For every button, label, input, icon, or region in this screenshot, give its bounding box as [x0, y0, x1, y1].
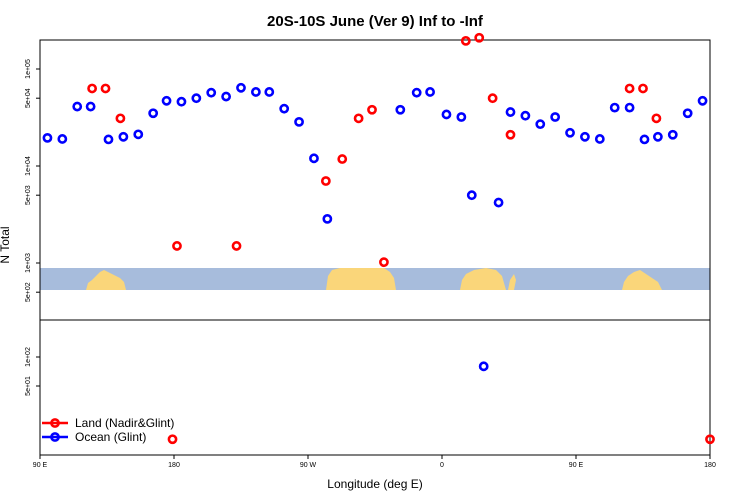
x-tick-label: 90 W: [300, 462, 317, 469]
ocean-point: [133, 129, 144, 140]
ocean-point: [478, 361, 489, 372]
y-tick-label: 5e+03: [25, 185, 32, 205]
y-axis-label: N Total: [0, 226, 12, 263]
x-axis: 90 E 180 90 W 0 90 E 180: [33, 455, 716, 469]
land-point: [379, 257, 389, 268]
ocean-point: [221, 91, 232, 102]
land-shape: [326, 268, 396, 290]
ocean-point: [639, 134, 650, 145]
land-point: [353, 113, 364, 124]
ocean-point: [441, 109, 452, 120]
y-tick-label: 5e+02: [25, 282, 32, 302]
ocean-point: [264, 87, 275, 97]
ocean-point: [425, 87, 435, 97]
x-tick-label: 180: [168, 462, 180, 469]
land-point: [651, 113, 662, 124]
ocean-point: [535, 119, 546, 130]
ocean-point: [42, 132, 53, 143]
ocean-point: [624, 102, 635, 113]
ocean-point: [250, 87, 261, 97]
y-tick-label: 1e+03: [25, 253, 32, 273]
land-point: [115, 113, 126, 124]
x-tick-label: 0: [440, 462, 444, 469]
legend-label: Ocean (Glint): [75, 430, 146, 444]
ocean-point: [550, 112, 561, 122]
ocean-point: [652, 131, 663, 142]
legend-label: Land (Nadir&Glint): [75, 416, 174, 430]
land-point: [337, 154, 348, 164]
land-point: [231, 241, 242, 251]
y-tick-label: 5e+01: [25, 376, 32, 396]
ocean-point: [322, 213, 333, 224]
land-point: [87, 83, 98, 94]
ocean-point: [118, 131, 129, 142]
y-tick-label: 1e+05: [25, 59, 32, 79]
legend-marker: [50, 432, 60, 442]
land-point: [474, 32, 485, 43]
ocean-point: [682, 108, 693, 119]
land-point: [624, 83, 635, 94]
ocean-point: [279, 103, 290, 114]
land-shape: [460, 268, 506, 290]
ocean-point: [594, 134, 605, 144]
land-point: [705, 434, 715, 445]
land-point: [167, 434, 178, 445]
ocean-point: [57, 134, 68, 144]
land-point: [172, 241, 182, 251]
ocean-point: [72, 101, 83, 112]
ocean-point: [176, 96, 187, 107]
ocean-point: [456, 112, 467, 122]
lower-panel-frame: [39, 319, 711, 456]
ocean-point: [85, 101, 96, 112]
land-point: [460, 35, 471, 46]
ocean-point: [191, 93, 202, 104]
ocean-point: [697, 95, 708, 106]
ocean-point: [309, 153, 319, 164]
land-shape: [622, 270, 662, 290]
ocean-point: [520, 110, 531, 121]
y-axis: 5e+02 1e+03 5e+03 1e+04 5e+04 1e+05 5e+01 1e+02: [25, 59, 40, 396]
legend-marker: [50, 418, 60, 428]
ocean-point: [236, 82, 246, 93]
land-point: [367, 104, 377, 115]
ocean-point: [411, 87, 422, 98]
map-band: [40, 268, 710, 290]
x-tick-label: 90 E: [33, 462, 48, 469]
ocean-point: [466, 190, 477, 201]
ocean-point: [565, 127, 575, 138]
data-points: [42, 32, 715, 445]
chart-title: 20S-10S June (Ver 9) Inf to -Inf: [267, 13, 484, 30]
ocean-point: [609, 102, 620, 113]
ocean-point: [148, 108, 159, 119]
ocean-point: [206, 87, 217, 98]
ocean-point: [395, 104, 406, 115]
land-point: [638, 83, 648, 94]
y-tick-label: 5e+04: [25, 88, 32, 108]
ocean-point: [505, 107, 516, 117]
ocean-point: [667, 129, 678, 140]
ocean-point: [294, 116, 304, 127]
ocean-point: [103, 134, 114, 145]
land-point: [505, 129, 516, 140]
ocean-point: [493, 197, 504, 208]
y-tick-label: 1e+04: [25, 156, 32, 176]
ocean-point: [161, 95, 172, 106]
x-tick-label: 180: [704, 462, 716, 469]
x-tick-label: 90 E: [569, 462, 584, 469]
land-point: [320, 176, 331, 186]
x-axis-label: Longitude (deg E): [327, 477, 422, 491]
legend: Land (Nadir&Glint)Ocean (Glint): [42, 416, 174, 444]
ocean-point: [580, 131, 590, 142]
land-shape: [86, 270, 126, 290]
y-tick-label: 1e+02: [25, 347, 32, 367]
land-point: [100, 83, 111, 94]
land-point: [487, 93, 498, 104]
land-shape: [508, 274, 516, 290]
